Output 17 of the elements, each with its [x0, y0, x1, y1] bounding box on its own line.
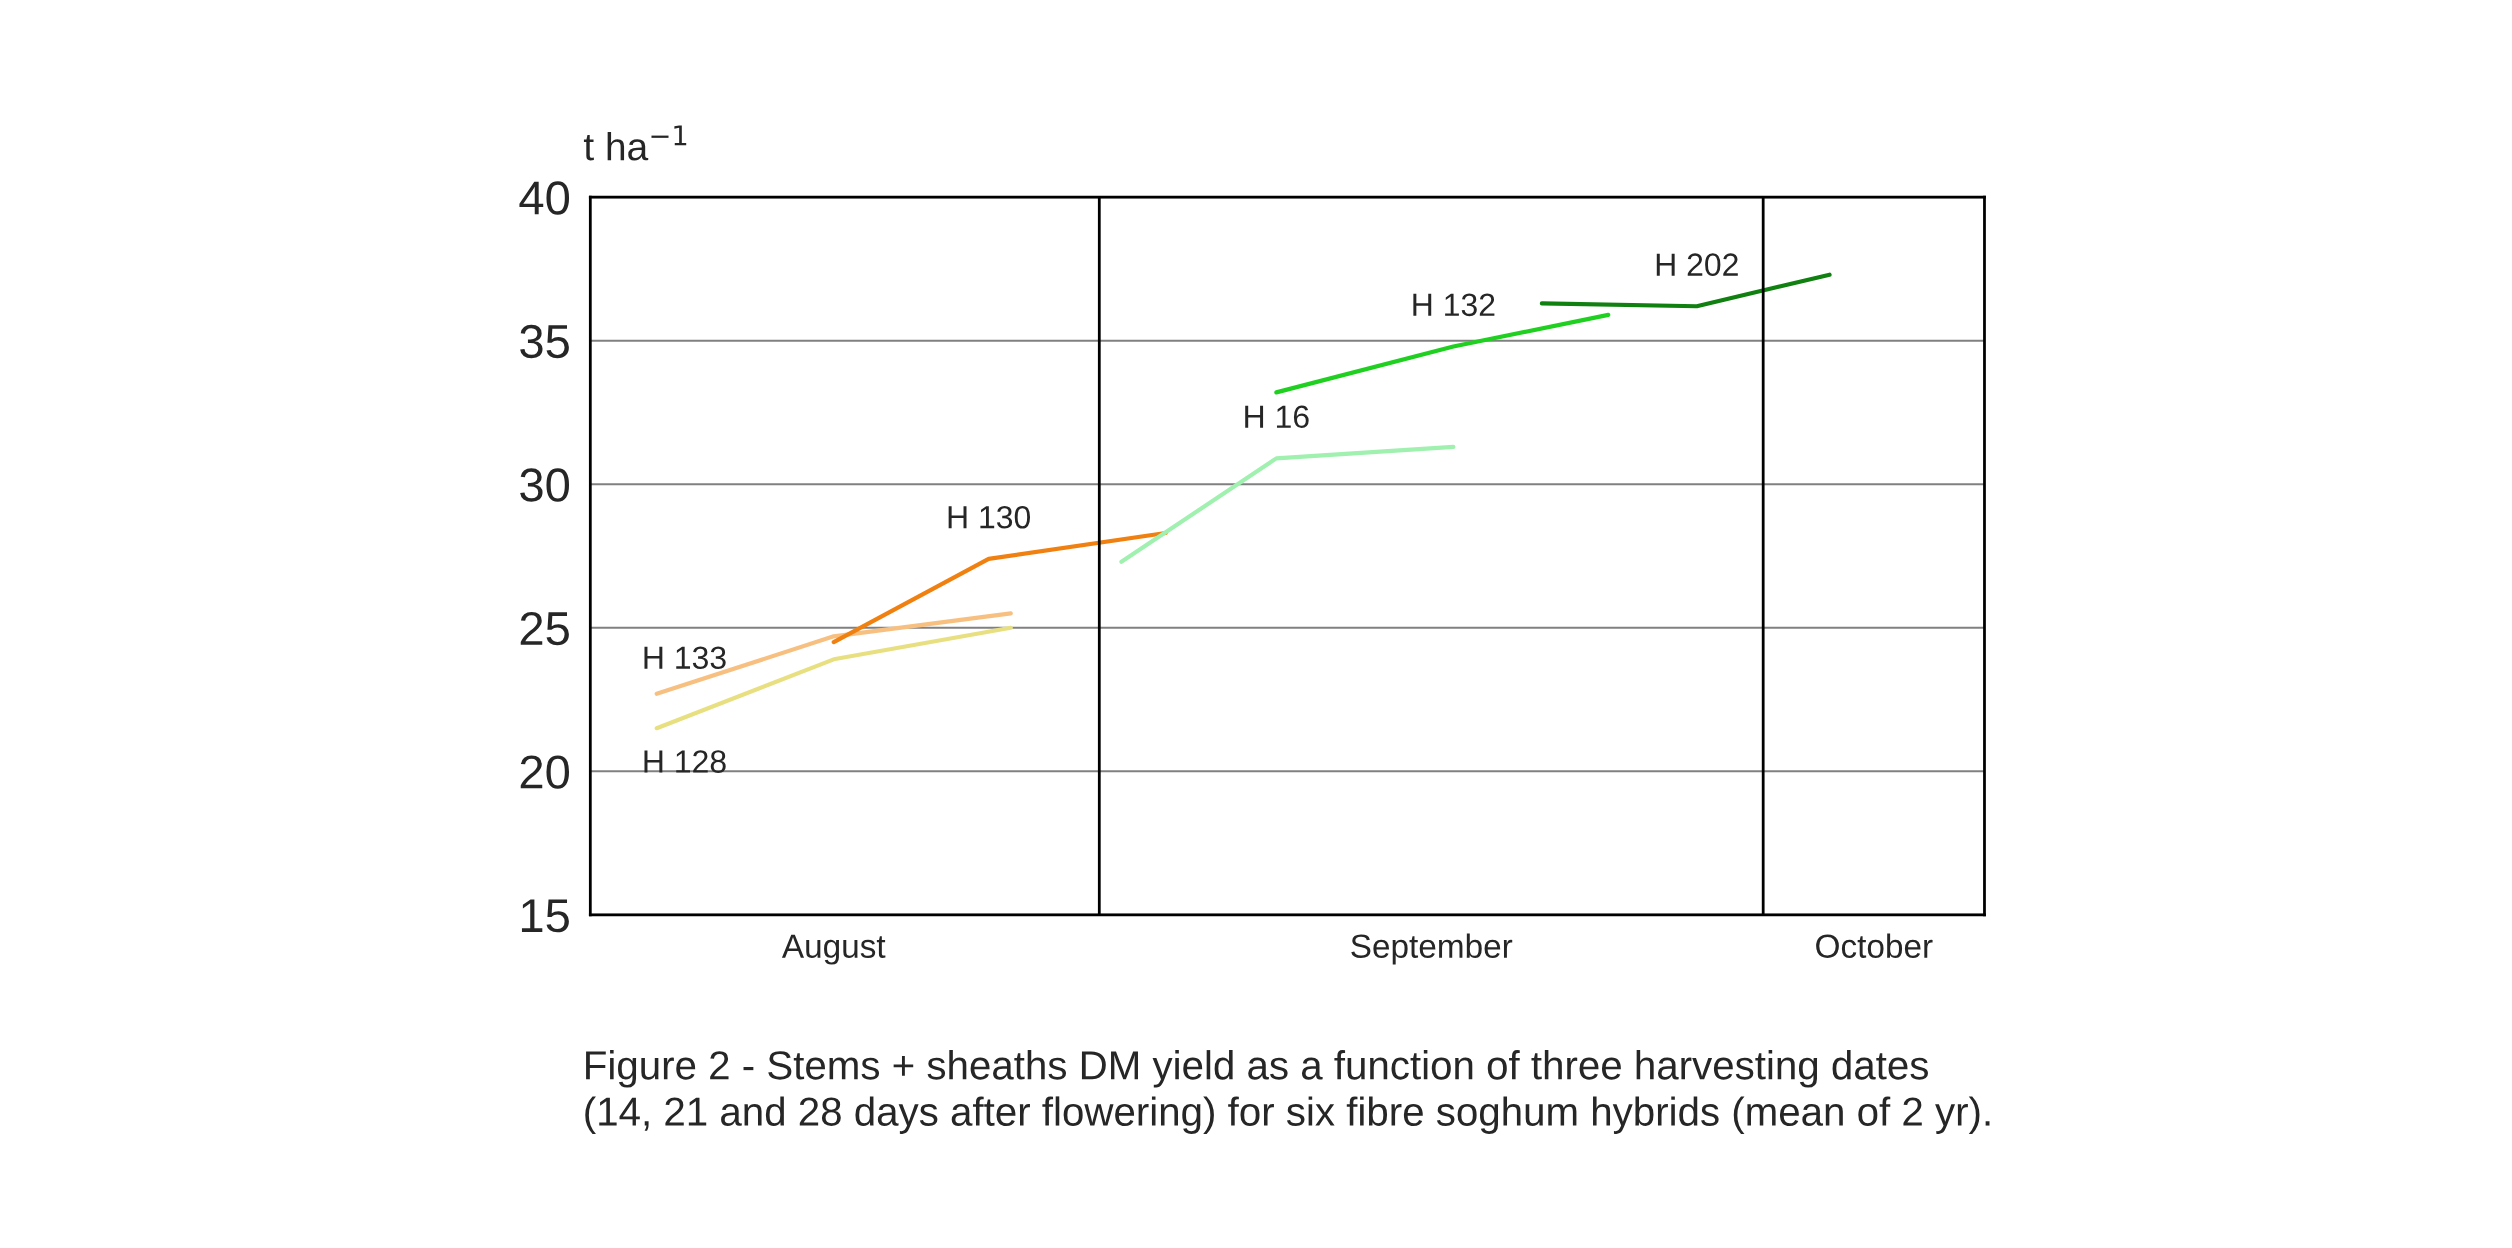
x-tick-label: September: [1351, 933, 1513, 965]
y-tick-label: 25: [520, 611, 569, 646]
y-tick-label: 15: [521, 899, 569, 933]
y-tick-label: 20: [520, 755, 570, 789]
series-label: H 132: [1413, 293, 1495, 317]
y-axis-title: t ha$^{−1}$: [583, 125, 687, 161]
caption: Figure 2 - Stems + sheaths DM yield as a function of three harvesting dates (14, 21 and 28 days after flowering) for six fibre soghum hybrids (mean of 2 yr).: [585, 1050, 1990, 1134]
x-tick-label: October: [1816, 933, 1933, 959]
series-label: H 130: [948, 505, 1031, 529]
series-label: H 128: [644, 750, 726, 773]
series-label: H 16: [1245, 405, 1309, 429]
series-label: H 202: [1656, 253, 1738, 276]
y-tick-label: 30: [520, 468, 570, 502]
y-tick-label: 35: [520, 324, 569, 359]
series-label: H 133: [644, 646, 726, 669]
y-tick-label: 40: [519, 181, 570, 215]
x-tick-label: August: [781, 934, 886, 965]
